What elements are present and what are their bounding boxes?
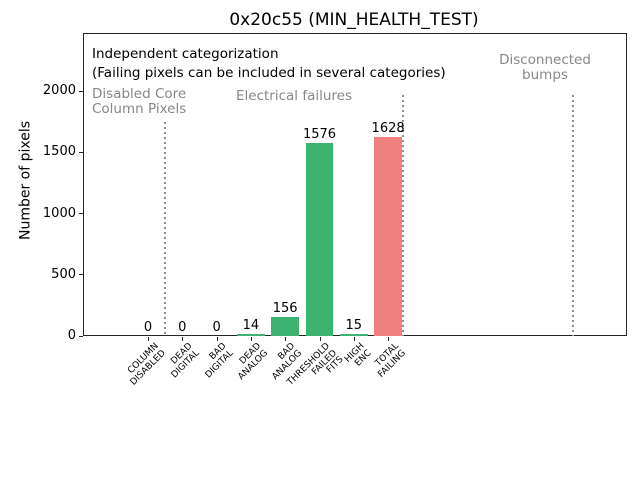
chart-title: 0x20c55 (MIN_HEALTH_TEST) <box>229 10 479 30</box>
y-tick-label: 1000 <box>42 205 76 221</box>
y-axis-tick <box>79 213 83 214</box>
x-tick-label: DEAD DIGITAL <box>169 341 202 380</box>
x-axis-tick <box>319 337 321 341</box>
y-axis-tick <box>79 335 83 337</box>
annotation-independent-categorization: Independent categorization <box>92 46 279 62</box>
bar <box>374 137 402 336</box>
bar <box>340 334 368 336</box>
y-tick-label: 1500 <box>42 144 76 160</box>
x-axis-tick <box>182 337 184 341</box>
bar <box>305 143 334 336</box>
x-tick-label: DEAD ANALOG <box>236 341 270 382</box>
dotted-separator-line <box>402 95 404 336</box>
y-tick-label: 2000 <box>42 83 76 98</box>
dotted-separator-line <box>164 122 166 336</box>
bar <box>271 317 299 336</box>
bar-value-label: 0 <box>178 320 187 335</box>
x-axis-tick <box>148 337 149 341</box>
y-axis-tick <box>79 90 83 92</box>
bar-value-label: 156 <box>272 301 298 316</box>
section-label-disconnected-bumps: Disconnected bumps <box>499 52 591 83</box>
section-label-electrical-failures: Electrical failures <box>235 88 352 104</box>
x-axis-tick <box>353 337 355 341</box>
bar-value-label: 1576 <box>302 127 337 142</box>
y-tick-label: 500 <box>51 266 76 282</box>
y-axis-label: Number of pixels <box>17 120 34 241</box>
x-axis-tick <box>250 337 252 341</box>
bar-value-label: 15 <box>345 318 363 333</box>
bar-value-label: 14 <box>242 318 260 333</box>
dotted-separator-line <box>572 95 574 336</box>
y-axis-tick <box>79 151 83 153</box>
section-label-disabled-core-column-pixels: Disabled Core Column Pixels <box>92 86 187 117</box>
bar-value-label: 0 <box>212 320 221 335</box>
bar-value-label: 0 <box>143 320 153 335</box>
x-axis-tick <box>216 337 218 341</box>
x-axis-tick <box>388 337 390 341</box>
x-tick-label: BAD DIGITAL <box>203 341 236 380</box>
x-tick-label: COLUMN DISABLED <box>125 341 168 388</box>
bar-value-label: 1628 <box>371 121 405 136</box>
y-axis-tick <box>79 274 83 276</box>
annotation-failing-note: (Failing pixels can be included in sever… <box>92 65 446 81</box>
x-axis-tick <box>285 337 287 341</box>
bar <box>237 334 265 336</box>
y-tick-label: 0 <box>67 328 76 343</box>
x-tick-label: HIGH ENC <box>342 341 373 369</box>
x-tick-label: TOTAL FAILING <box>373 341 408 380</box>
